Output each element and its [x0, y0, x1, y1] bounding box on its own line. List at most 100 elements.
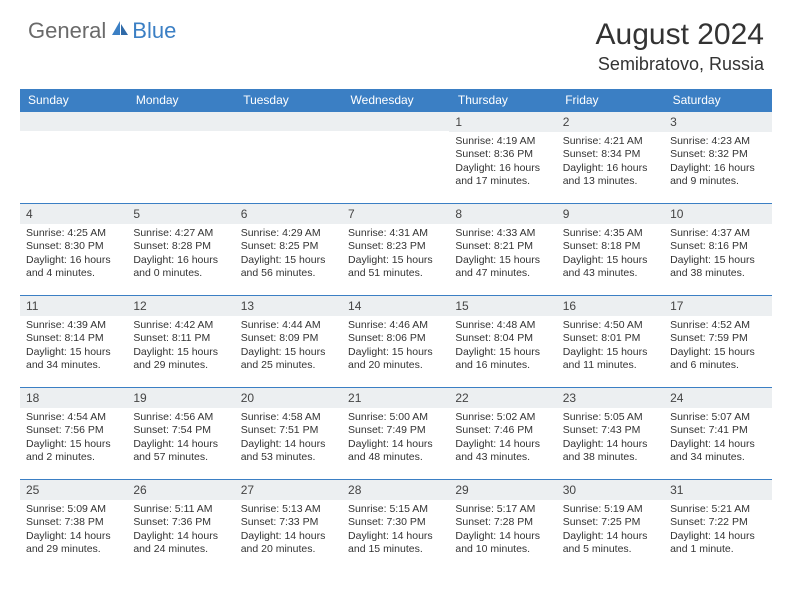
dow-thursday: Thursday — [449, 89, 556, 112]
day-details: Sunrise: 4:21 AMSunset: 8:34 PMDaylight:… — [557, 132, 664, 193]
sunrise-text: Sunrise: 5:05 AM — [563, 411, 658, 424]
day-number: 28 — [342, 480, 449, 500]
sunset-text: Sunset: 7:51 PM — [241, 424, 336, 437]
sunrise-text: Sunrise: 4:46 AM — [348, 319, 443, 332]
day-number: 8 — [449, 204, 556, 224]
calendar-cell: 15Sunrise: 4:48 AMSunset: 8:04 PMDayligh… — [449, 296, 556, 388]
dow-wednesday: Wednesday — [342, 89, 449, 112]
sunset-text: Sunset: 8:30 PM — [26, 240, 121, 253]
sunset-text: Sunset: 8:18 PM — [563, 240, 658, 253]
sunset-text: Sunset: 8:01 PM — [563, 332, 658, 345]
day-details: Sunrise: 4:54 AMSunset: 7:56 PMDaylight:… — [20, 408, 127, 469]
day-details: Sunrise: 5:09 AMSunset: 7:38 PMDaylight:… — [20, 500, 127, 561]
sunset-text: Sunset: 8:25 PM — [241, 240, 336, 253]
calendar-cell: 28Sunrise: 5:15 AMSunset: 7:30 PMDayligh… — [342, 480, 449, 572]
sunrise-text: Sunrise: 4:25 AM — [26, 227, 121, 240]
sunset-text: Sunset: 8:11 PM — [133, 332, 228, 345]
day-number: 24 — [664, 388, 771, 408]
day-number: 1 — [449, 112, 556, 132]
day-details: Sunrise: 4:39 AMSunset: 8:14 PMDaylight:… — [20, 316, 127, 377]
calendar-cell: 10Sunrise: 4:37 AMSunset: 8:16 PMDayligh… — [664, 204, 771, 296]
dow-monday: Monday — [127, 89, 234, 112]
daylight-text: Daylight: 14 hours and 34 minutes. — [670, 438, 765, 465]
day-details: Sunrise: 4:33 AMSunset: 8:21 PMDaylight:… — [449, 224, 556, 285]
calendar-cell: 30Sunrise: 5:19 AMSunset: 7:25 PMDayligh… — [557, 480, 664, 572]
daylight-text: Daylight: 14 hours and 24 minutes. — [133, 530, 228, 557]
daylight-text: Daylight: 14 hours and 53 minutes. — [241, 438, 336, 465]
day-number: 27 — [235, 480, 342, 500]
sunset-text: Sunset: 8:16 PM — [670, 240, 765, 253]
day-details: Sunrise: 5:02 AMSunset: 7:46 PMDaylight:… — [449, 408, 556, 469]
day-details: Sunrise: 4:44 AMSunset: 8:09 PMDaylight:… — [235, 316, 342, 377]
day-number: 30 — [557, 480, 664, 500]
calendar-cell: 18Sunrise: 4:54 AMSunset: 7:56 PMDayligh… — [20, 388, 127, 480]
day-number: 19 — [127, 388, 234, 408]
day-details: Sunrise: 4:52 AMSunset: 7:59 PMDaylight:… — [664, 316, 771, 377]
day-details: Sunrise: 4:27 AMSunset: 8:28 PMDaylight:… — [127, 224, 234, 285]
sunset-text: Sunset: 7:30 PM — [348, 516, 443, 529]
calendar-body: 1Sunrise: 4:19 AMSunset: 8:36 PMDaylight… — [20, 112, 772, 572]
day-details: Sunrise: 5:17 AMSunset: 7:28 PMDaylight:… — [449, 500, 556, 561]
calendar-cell: 12Sunrise: 4:42 AMSunset: 8:11 PMDayligh… — [127, 296, 234, 388]
daylight-text: Daylight: 16 hours and 13 minutes. — [563, 162, 658, 189]
day-number: 11 — [20, 296, 127, 316]
day-number: 6 — [235, 204, 342, 224]
sunset-text: Sunset: 8:09 PM — [241, 332, 336, 345]
calendar-week-row: 25Sunrise: 5:09 AMSunset: 7:38 PMDayligh… — [20, 480, 772, 572]
sunrise-text: Sunrise: 4:37 AM — [670, 227, 765, 240]
sunset-text: Sunset: 7:41 PM — [670, 424, 765, 437]
day-details: Sunrise: 5:21 AMSunset: 7:22 PMDaylight:… — [664, 500, 771, 561]
sunrise-text: Sunrise: 5:13 AM — [241, 503, 336, 516]
dow-saturday: Saturday — [664, 89, 771, 112]
page-title: August 2024 — [596, 18, 764, 52]
daylight-text: Daylight: 15 hours and 34 minutes. — [26, 346, 121, 373]
daylight-text: Daylight: 14 hours and 20 minutes. — [241, 530, 336, 557]
daylight-text: Daylight: 14 hours and 29 minutes. — [26, 530, 121, 557]
sunrise-text: Sunrise: 4:48 AM — [455, 319, 550, 332]
day-number: 29 — [449, 480, 556, 500]
sunrise-text: Sunrise: 5:11 AM — [133, 503, 228, 516]
calendar-cell: 8Sunrise: 4:33 AMSunset: 8:21 PMDaylight… — [449, 204, 556, 296]
day-number: 7 — [342, 204, 449, 224]
day-number: 15 — [449, 296, 556, 316]
daylight-text: Daylight: 15 hours and 16 minutes. — [455, 346, 550, 373]
sunset-text: Sunset: 8:21 PM — [455, 240, 550, 253]
logo-sail-icon — [110, 19, 130, 44]
day-number — [20, 112, 127, 131]
sunrise-text: Sunrise: 5:21 AM — [670, 503, 765, 516]
day-number: 25 — [20, 480, 127, 500]
sunrise-text: Sunrise: 5:09 AM — [26, 503, 121, 516]
day-number: 2 — [557, 112, 664, 132]
calendar-cell: 14Sunrise: 4:46 AMSunset: 8:06 PMDayligh… — [342, 296, 449, 388]
sunrise-text: Sunrise: 5:02 AM — [455, 411, 550, 424]
daylight-text: Daylight: 15 hours and 20 minutes. — [348, 346, 443, 373]
daylight-text: Daylight: 16 hours and 17 minutes. — [455, 162, 550, 189]
calendar-cell: 1Sunrise: 4:19 AMSunset: 8:36 PMDaylight… — [449, 112, 556, 204]
calendar-cell — [127, 112, 234, 204]
calendar-cell: 7Sunrise: 4:31 AMSunset: 8:23 PMDaylight… — [342, 204, 449, 296]
daylight-text: Daylight: 15 hours and 6 minutes. — [670, 346, 765, 373]
sunrise-text: Sunrise: 4:33 AM — [455, 227, 550, 240]
calendar-cell: 19Sunrise: 4:56 AMSunset: 7:54 PMDayligh… — [127, 388, 234, 480]
sunset-text: Sunset: 8:28 PM — [133, 240, 228, 253]
day-number — [127, 112, 234, 131]
calendar-cell: 6Sunrise: 4:29 AMSunset: 8:25 PMDaylight… — [235, 204, 342, 296]
calendar-week-row: 18Sunrise: 4:54 AMSunset: 7:56 PMDayligh… — [20, 388, 772, 480]
sunset-text: Sunset: 7:38 PM — [26, 516, 121, 529]
sunrise-text: Sunrise: 4:54 AM — [26, 411, 121, 424]
calendar-cell: 17Sunrise: 4:52 AMSunset: 7:59 PMDayligh… — [664, 296, 771, 388]
day-details: Sunrise: 5:13 AMSunset: 7:33 PMDaylight:… — [235, 500, 342, 561]
daylight-text: Daylight: 15 hours and 2 minutes. — [26, 438, 121, 465]
calendar-week-row: 11Sunrise: 4:39 AMSunset: 8:14 PMDayligh… — [20, 296, 772, 388]
title-block: August 2024 Semibratovo, Russia — [596, 18, 764, 75]
logo-text-general: General — [28, 18, 106, 44]
sunset-text: Sunset: 8:32 PM — [670, 148, 765, 161]
sunrise-text: Sunrise: 5:00 AM — [348, 411, 443, 424]
day-details: Sunrise: 5:05 AMSunset: 7:43 PMDaylight:… — [557, 408, 664, 469]
sunrise-text: Sunrise: 5:07 AM — [670, 411, 765, 424]
sunrise-text: Sunrise: 4:27 AM — [133, 227, 228, 240]
sunset-text: Sunset: 7:28 PM — [455, 516, 550, 529]
day-details: Sunrise: 5:19 AMSunset: 7:25 PMDaylight:… — [557, 500, 664, 561]
calendar-cell: 25Sunrise: 5:09 AMSunset: 7:38 PMDayligh… — [20, 480, 127, 572]
daylight-text: Daylight: 15 hours and 29 minutes. — [133, 346, 228, 373]
